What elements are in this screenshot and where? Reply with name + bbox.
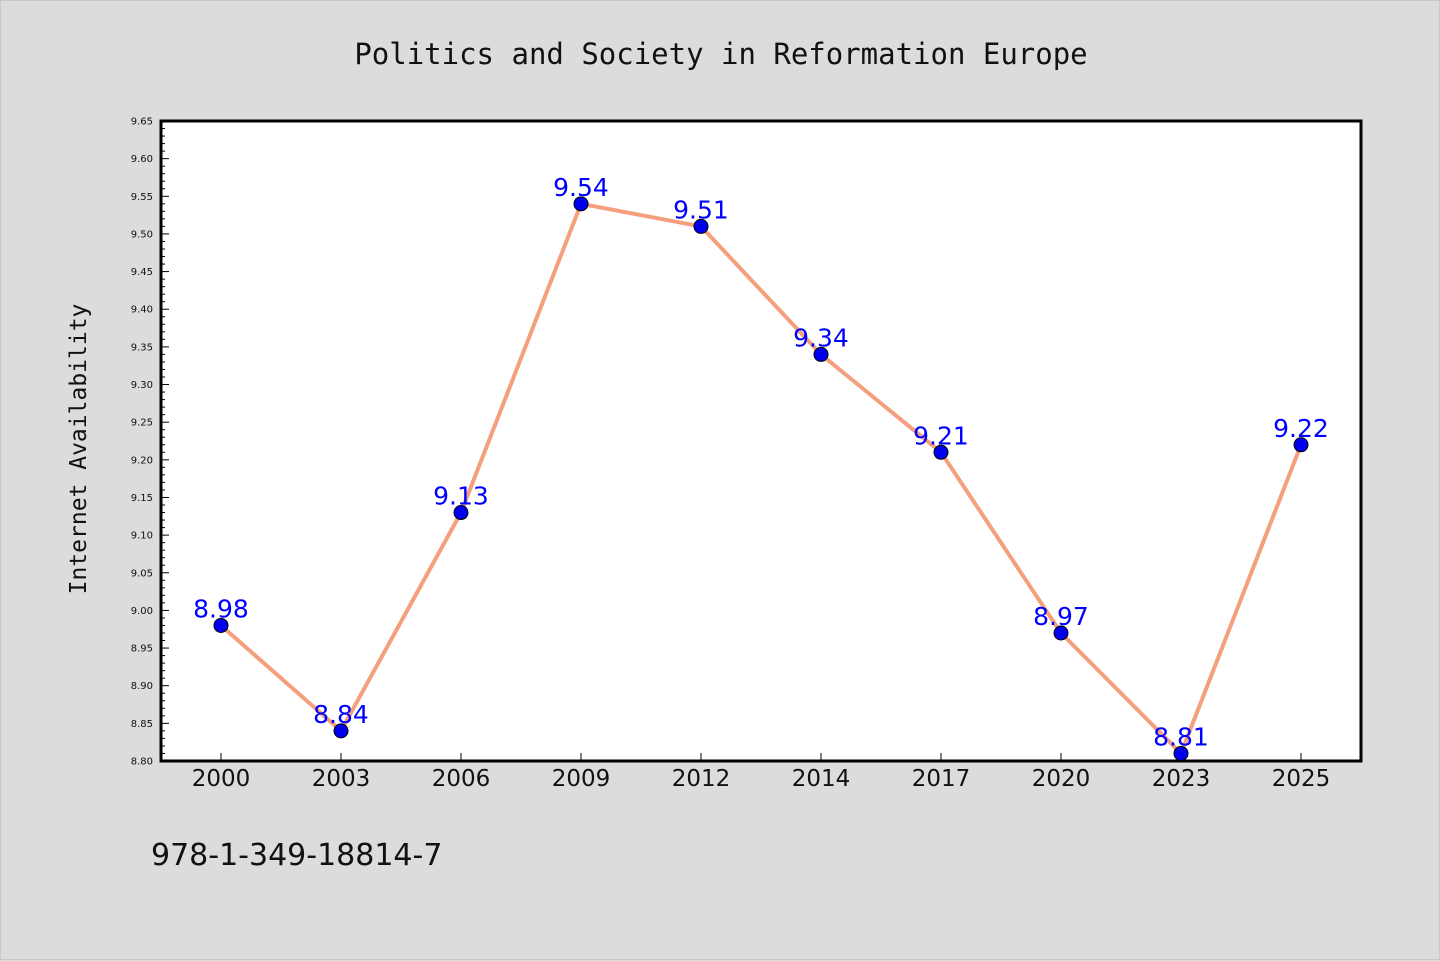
data-label: 9.21 — [913, 421, 969, 450]
x-tick-label: 2009 — [552, 766, 611, 792]
y-tick-label: 9.45 — [131, 267, 153, 278]
y-tick-label: 8.90 — [131, 681, 153, 692]
y-tick-label: 9.05 — [131, 568, 153, 579]
x-axis-ticks: 2000 2003 2006 2009 2012 2014 2017 2020 2023 2025 — [192, 753, 1331, 792]
y-tick-label: 8.95 — [131, 644, 153, 655]
y-tick-label: 9.10 — [131, 531, 153, 542]
data-point — [573, 196, 589, 212]
data-label: 8.98 — [193, 594, 249, 623]
y-tick-label: 8.85 — [131, 719, 153, 730]
y-tick-label: 9.60 — [131, 154, 153, 165]
chart-title: Politics and Society in Reformation Euro… — [354, 37, 1087, 71]
x-tick-label: 2003 — [312, 766, 371, 792]
data-point — [693, 218, 709, 234]
x-tick-label: 2025 — [1272, 766, 1331, 792]
x-tick-label: 2023 — [1152, 766, 1211, 792]
x-tick-label: 2020 — [1032, 766, 1091, 792]
y-tick-label: 9.55 — [131, 192, 153, 203]
data-point — [333, 723, 349, 739]
x-tick-label: 2000 — [192, 766, 251, 792]
data-labels: 8.98 8.84 9.13 9.54 9.51 9.34 9.21 8.97 8.81 9.22 — [193, 173, 1329, 752]
y-tick-label: 9.30 — [131, 380, 153, 391]
data-label: 8.81 — [1153, 722, 1209, 751]
data-point — [213, 617, 229, 633]
y-tick-label: 9.25 — [131, 418, 153, 429]
data-point — [453, 505, 469, 521]
y-tick-label: 9.15 — [131, 493, 153, 504]
y-tick-label: 8.80 — [131, 757, 153, 768]
data-label: 9.51 — [673, 195, 729, 224]
data-point — [1053, 625, 1069, 641]
x-tick-label: 2014 — [792, 766, 851, 792]
data-label: 9.22 — [1273, 414, 1329, 443]
footer-isbn: 978-1-349-18814-7 — [151, 838, 442, 873]
data-label: 9.34 — [793, 323, 849, 352]
y-axis-ticks: 8.80 8.85 8.90 8.95 9.00 9.05 9.10 9.15 9.20 9.25… — [131, 117, 169, 768]
data-label: 9.13 — [433, 482, 489, 511]
data-point — [813, 346, 829, 362]
y-tick-label: 9.20 — [131, 455, 153, 466]
data-point — [1173, 745, 1189, 761]
x-tick-label: 2017 — [912, 766, 971, 792]
data-label: 8.84 — [313, 700, 369, 729]
x-tick-label: 2006 — [432, 766, 491, 792]
series-line — [219, 201, 1303, 756]
data-label: 8.97 — [1033, 602, 1089, 631]
plot-area — [159, 119, 1363, 763]
y-tick-label: 9.35 — [131, 342, 153, 353]
data-point — [1293, 437, 1309, 453]
y-tick-label: 9.50 — [131, 229, 153, 240]
series-layer — [213, 196, 1309, 761]
y-tick-label: 9.00 — [131, 606, 153, 617]
x-tick-label: 2012 — [672, 766, 731, 792]
y-tick-label: 9.65 — [131, 117, 153, 128]
data-point — [933, 444, 949, 460]
y-axis-label: Internet Availability — [66, 304, 92, 595]
y-tick-label: 9.40 — [131, 305, 153, 316]
data-label: 9.54 — [553, 173, 609, 202]
